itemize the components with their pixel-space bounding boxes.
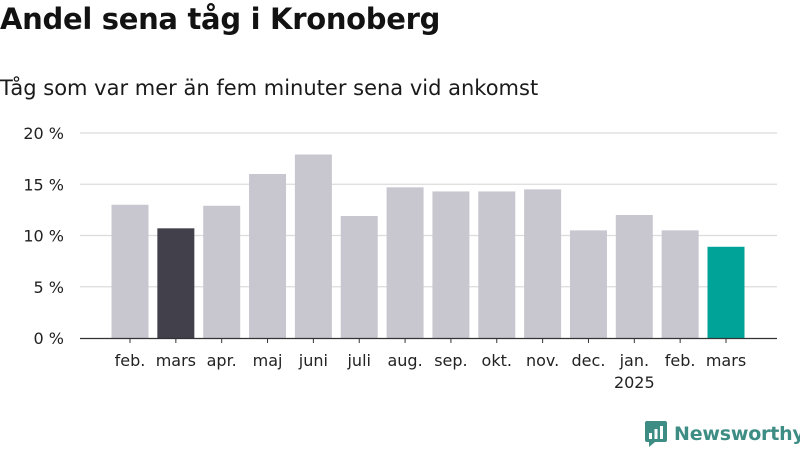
newsworthy-logo-icon (645, 421, 667, 447)
y-tick-label: 10 % (23, 227, 64, 246)
x-tick-label: mars (706, 351, 746, 370)
bar (432, 191, 470, 338)
bar (386, 187, 424, 338)
y-tick-label: 0 % (34, 329, 64, 348)
newsworthy-logo: Newsworthy (644, 420, 800, 448)
bar (340, 216, 378, 338)
bar (111, 204, 149, 338)
x-tick-label: juli (346, 351, 370, 370)
x-axis-labels: feb. mars apr. maj juni juli aug. sep. okt. nov. d… (115, 351, 747, 392)
bar (615, 215, 653, 338)
x-tick-label: dec. (572, 351, 606, 370)
y-tick-label: 20 % (23, 124, 64, 143)
x-tick-label: feb. (115, 351, 146, 370)
x-tick-label: juni (298, 351, 328, 370)
bar (524, 189, 562, 338)
y-axis-labels: 0 % 5 % 10 % 15 % 20 % (23, 124, 64, 348)
bar (707, 246, 745, 338)
y-tick-label: 5 % (34, 278, 64, 297)
x-tick-label: sep. (434, 351, 467, 370)
x-tick-label: apr. (207, 351, 237, 370)
x-tick-label: feb. (665, 351, 696, 370)
x-tick-label: maj (253, 351, 283, 370)
grid-lines (80, 132, 777, 288)
newsworthy-logo-text: Newsworthy (674, 423, 800, 445)
y-tick-label: 15 % (23, 175, 64, 194)
chart-subtitle: Tåg som var mer än fem minuter sena vid … (0, 76, 539, 100)
bar (294, 154, 332, 338)
bar (249, 174, 287, 338)
bar (569, 230, 607, 338)
x-tick-label: okt. (482, 351, 512, 370)
x-tick-sublabel: 2025 (614, 373, 655, 392)
bar (478, 191, 516, 338)
x-tick-label: mars (156, 351, 196, 370)
x-tick-label: jan. (619, 351, 649, 370)
x-axis (80, 337, 777, 343)
bar (203, 205, 241, 338)
chart-title: Andel sena tåg i Kronoberg (0, 2, 441, 36)
bar (661, 230, 699, 338)
bar (157, 228, 195, 338)
x-tick-label: aug. (387, 351, 422, 370)
bars (111, 154, 745, 338)
x-tick-label: nov. (526, 351, 559, 370)
